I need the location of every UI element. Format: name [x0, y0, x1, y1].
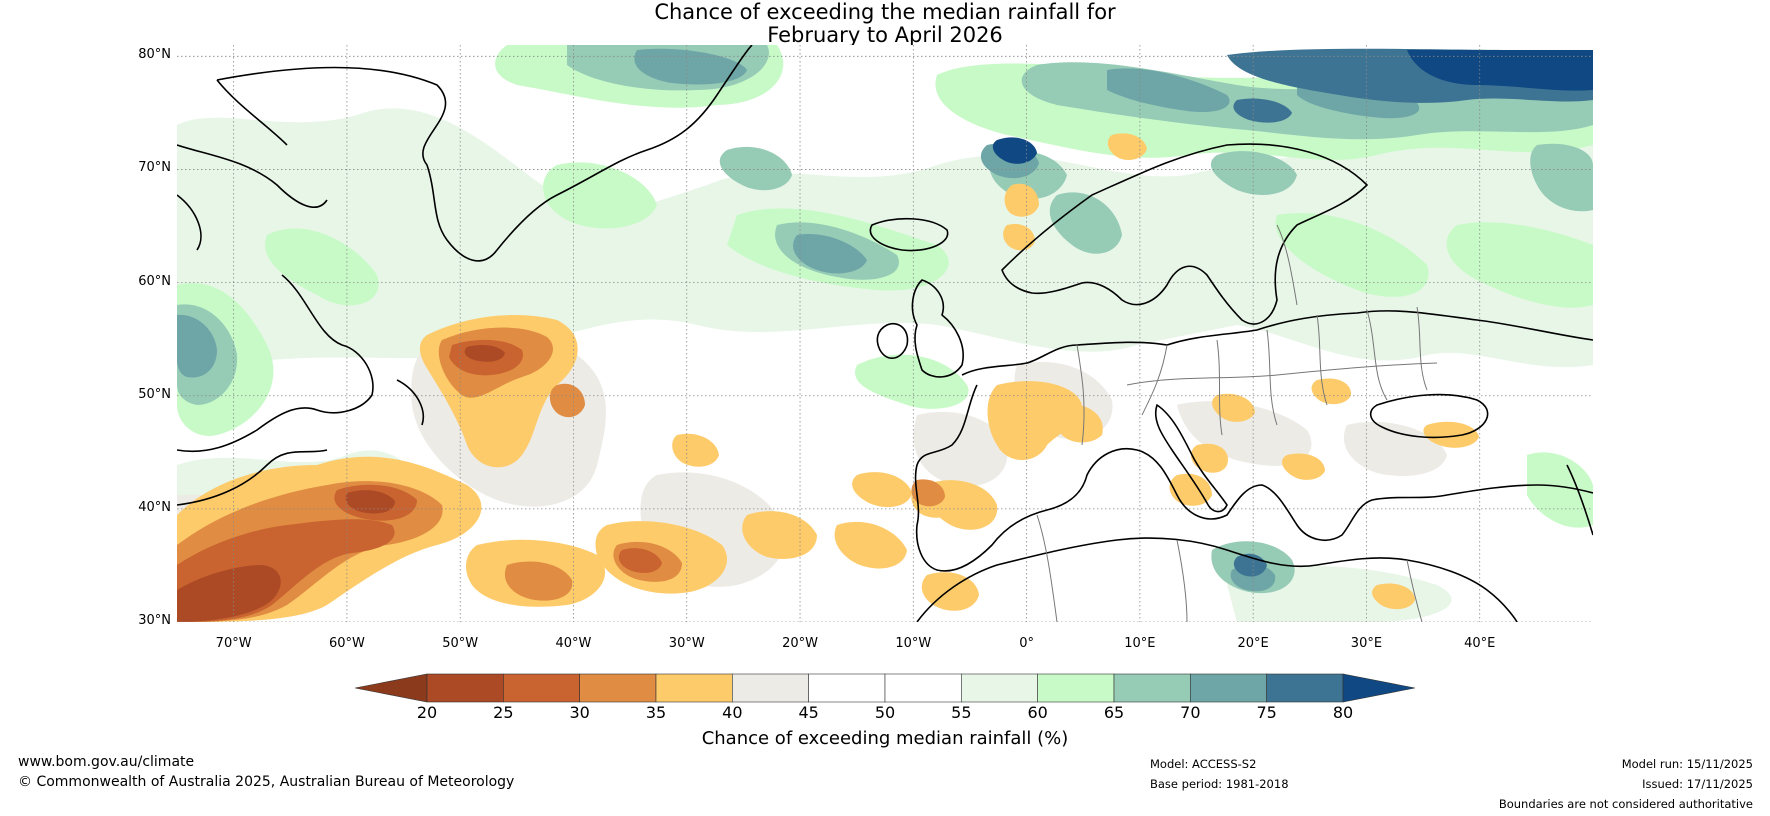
colorbar-tick-label: 80: [1332, 703, 1354, 722]
colorbar-tick-label: 55: [951, 703, 972, 722]
latitude-label: 80°N: [138, 47, 171, 63]
issued-date: Issued: 17/11/2025: [1642, 777, 1753, 791]
colorbar-segment: [808, 673, 886, 703]
longitude-label: 70°W: [215, 636, 252, 651]
colorbar-segment: [1190, 673, 1267, 703]
longitude-label: 50°W: [442, 636, 479, 651]
probability-field-20-25: [177, 345, 505, 622]
colorbar-segment: [884, 673, 962, 703]
colorbar-tick-label: 65: [1103, 703, 1125, 722]
colorbar-segment: [655, 673, 733, 703]
colorbar-under-arrow: [354, 673, 428, 703]
longitude-label: 30°W: [668, 636, 705, 651]
colorbar-tick-label: 40: [722, 703, 743, 722]
longitude-label: 10°W: [895, 636, 932, 651]
longitude-label: 20°W: [782, 636, 818, 651]
colorbar-label: Chance of exceeding median rainfall (%): [701, 728, 1069, 749]
longitude-label: 60°W: [328, 636, 365, 651]
latitude-label: 30°N: [138, 613, 171, 628]
model-info: Model: ACCESS-S2: [1150, 757, 1257, 771]
latitude-label: 40°N: [138, 499, 171, 515]
longitude-label: 0°: [1019, 636, 1034, 651]
longitude-label: 10°E: [1124, 636, 1156, 651]
latitude-label: 70°N: [138, 160, 171, 176]
colorbar-tick-label: 25: [493, 703, 514, 722]
colorbar-tick-label: 45: [798, 703, 819, 722]
colorbar: [354, 673, 1416, 703]
coastlines: [177, 45, 1593, 622]
colorbar-segment: [503, 673, 580, 703]
map-title-line1: Chance of exceeding the median rainfall …: [654, 0, 1116, 24]
longitude-label: 20°E: [1237, 636, 1269, 651]
model-run-date: Model run: 15/11/2025: [1621, 757, 1753, 771]
colorbar-tick-label: 20: [416, 703, 438, 722]
colorbar-segment: [1266, 673, 1344, 703]
copyright-text: © Commonwealth of Australia 2025, Austra…: [18, 774, 515, 790]
map-title-line2: February to April 2026: [767, 23, 1003, 47]
colorbar-tick-label: 75: [1256, 703, 1277, 722]
probability-field-75-plus: [992, 48, 1593, 577]
colorbar-segment: [961, 673, 1038, 703]
country-borders: [1036, 224, 1438, 622]
base-period-info: Base period: 1981-2018: [1150, 777, 1289, 791]
colorbar-segment: [732, 673, 809, 703]
longitude-label: 40°W: [555, 636, 592, 651]
latitude-label: 50°N: [138, 386, 171, 402]
map-graticule: [177, 45, 1593, 622]
colorbar-tick-label: 70: [1180, 703, 1201, 722]
colorbar-tick-label: 30: [569, 703, 590, 722]
rainfall-probability-map: [177, 45, 1593, 622]
colorbar-segment: [1037, 673, 1115, 703]
colorbar-tick-label: 60: [1027, 703, 1048, 722]
website-link[interactable]: www.bom.gov.au/climate: [18, 754, 195, 770]
colorbar-tick-label: 50: [874, 703, 896, 722]
boundaries-disclaimer: Boundaries are not considered authoritat…: [1498, 797, 1753, 811]
longitude-label: 40°E: [1464, 636, 1496, 651]
colorbar-segment: [579, 673, 657, 703]
colorbar-segment: [426, 673, 504, 703]
colorbar-segment: [1113, 673, 1191, 703]
latitude-label: 60°N: [138, 273, 171, 289]
colorbar-over-arrow: [1342, 673, 1416, 703]
colorbar-tick-label: 35: [645, 703, 667, 722]
longitude-label: 30°E: [1350, 636, 1383, 651]
